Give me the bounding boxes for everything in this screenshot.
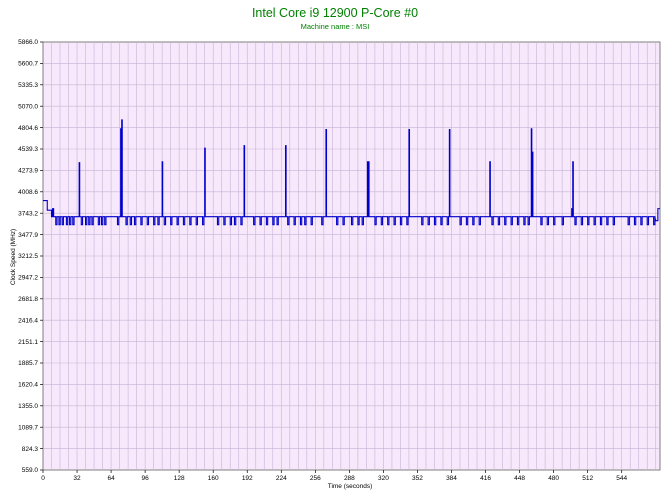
tick-labels: 0 32 64 96 128 160 192 224 256 288 320 352 384 416 448… — [18, 39, 627, 482]
x-tick-label: 96 — [142, 475, 150, 482]
x-tick-label: 0 — [41, 475, 45, 482]
series-layer — [43, 119, 660, 226]
x-tick-label: 256 — [310, 475, 321, 482]
x-tick-label: 32 — [73, 475, 81, 482]
y-axis-label: Clock Speed (MHz) — [10, 229, 17, 285]
y-tick-label: 4008.6 — [18, 189, 38, 196]
y-tick-label: 1089.7 — [18, 424, 38, 431]
y-tick-label: 559.0 — [22, 467, 39, 474]
x-tick-label: 192 — [242, 475, 253, 482]
x-tick-label: 128 — [174, 475, 185, 482]
y-tick-label: 5866.0 — [18, 39, 38, 46]
x-tick-label: 512 — [582, 475, 593, 482]
x-tick-label: 384 — [446, 475, 457, 482]
x-tick-label: 160 — [208, 475, 219, 482]
y-tick-label: 5600.7 — [18, 61, 38, 68]
x-tick-label: 416 — [480, 475, 491, 482]
y-tick-label: 5335.3 — [18, 82, 38, 89]
y-tick-label: 2151.1 — [18, 339, 38, 346]
y-tick-label: 5070.0 — [18, 103, 38, 110]
clock-speed-series-line — [43, 119, 660, 226]
chart-title: Intel Core i9 12900 P-Core #0 — [252, 6, 418, 20]
y-tick-label: 3212.5 — [18, 253, 38, 260]
x-axis-label: Time (seconds) — [328, 483, 373, 490]
y-tick-label: 824.3 — [22, 446, 39, 453]
y-tick-label: 4539.3 — [18, 146, 38, 153]
x-tick-label: 448 — [514, 475, 525, 482]
y-tick-label: 2947.2 — [18, 275, 38, 282]
y-tick-label: 1620.4 — [18, 382, 38, 389]
x-tick-label: 224 — [276, 475, 287, 482]
y-tick-label: 3743.2 — [18, 210, 38, 217]
x-tick-label: 288 — [344, 475, 355, 482]
x-tick-label: 64 — [107, 475, 115, 482]
x-tick-label: 480 — [548, 475, 559, 482]
y-tick-label: 2681.8 — [18, 296, 38, 303]
y-tick-label: 3477.9 — [18, 232, 38, 239]
x-tick-label: 352 — [412, 475, 423, 482]
y-tick-label: 1355.0 — [18, 403, 38, 410]
y-tick-label: 4273.9 — [18, 168, 38, 175]
y-tick-label: 2416.4 — [18, 317, 38, 324]
gridlines — [43, 42, 660, 470]
y-tick-label: 4804.6 — [18, 125, 38, 132]
x-tick-label: 320 — [378, 475, 389, 482]
x-tick-label: 544 — [616, 475, 627, 482]
chart-subtitle: Machine name : MSI — [301, 22, 370, 31]
y-tick-label: 1885.7 — [18, 360, 38, 367]
